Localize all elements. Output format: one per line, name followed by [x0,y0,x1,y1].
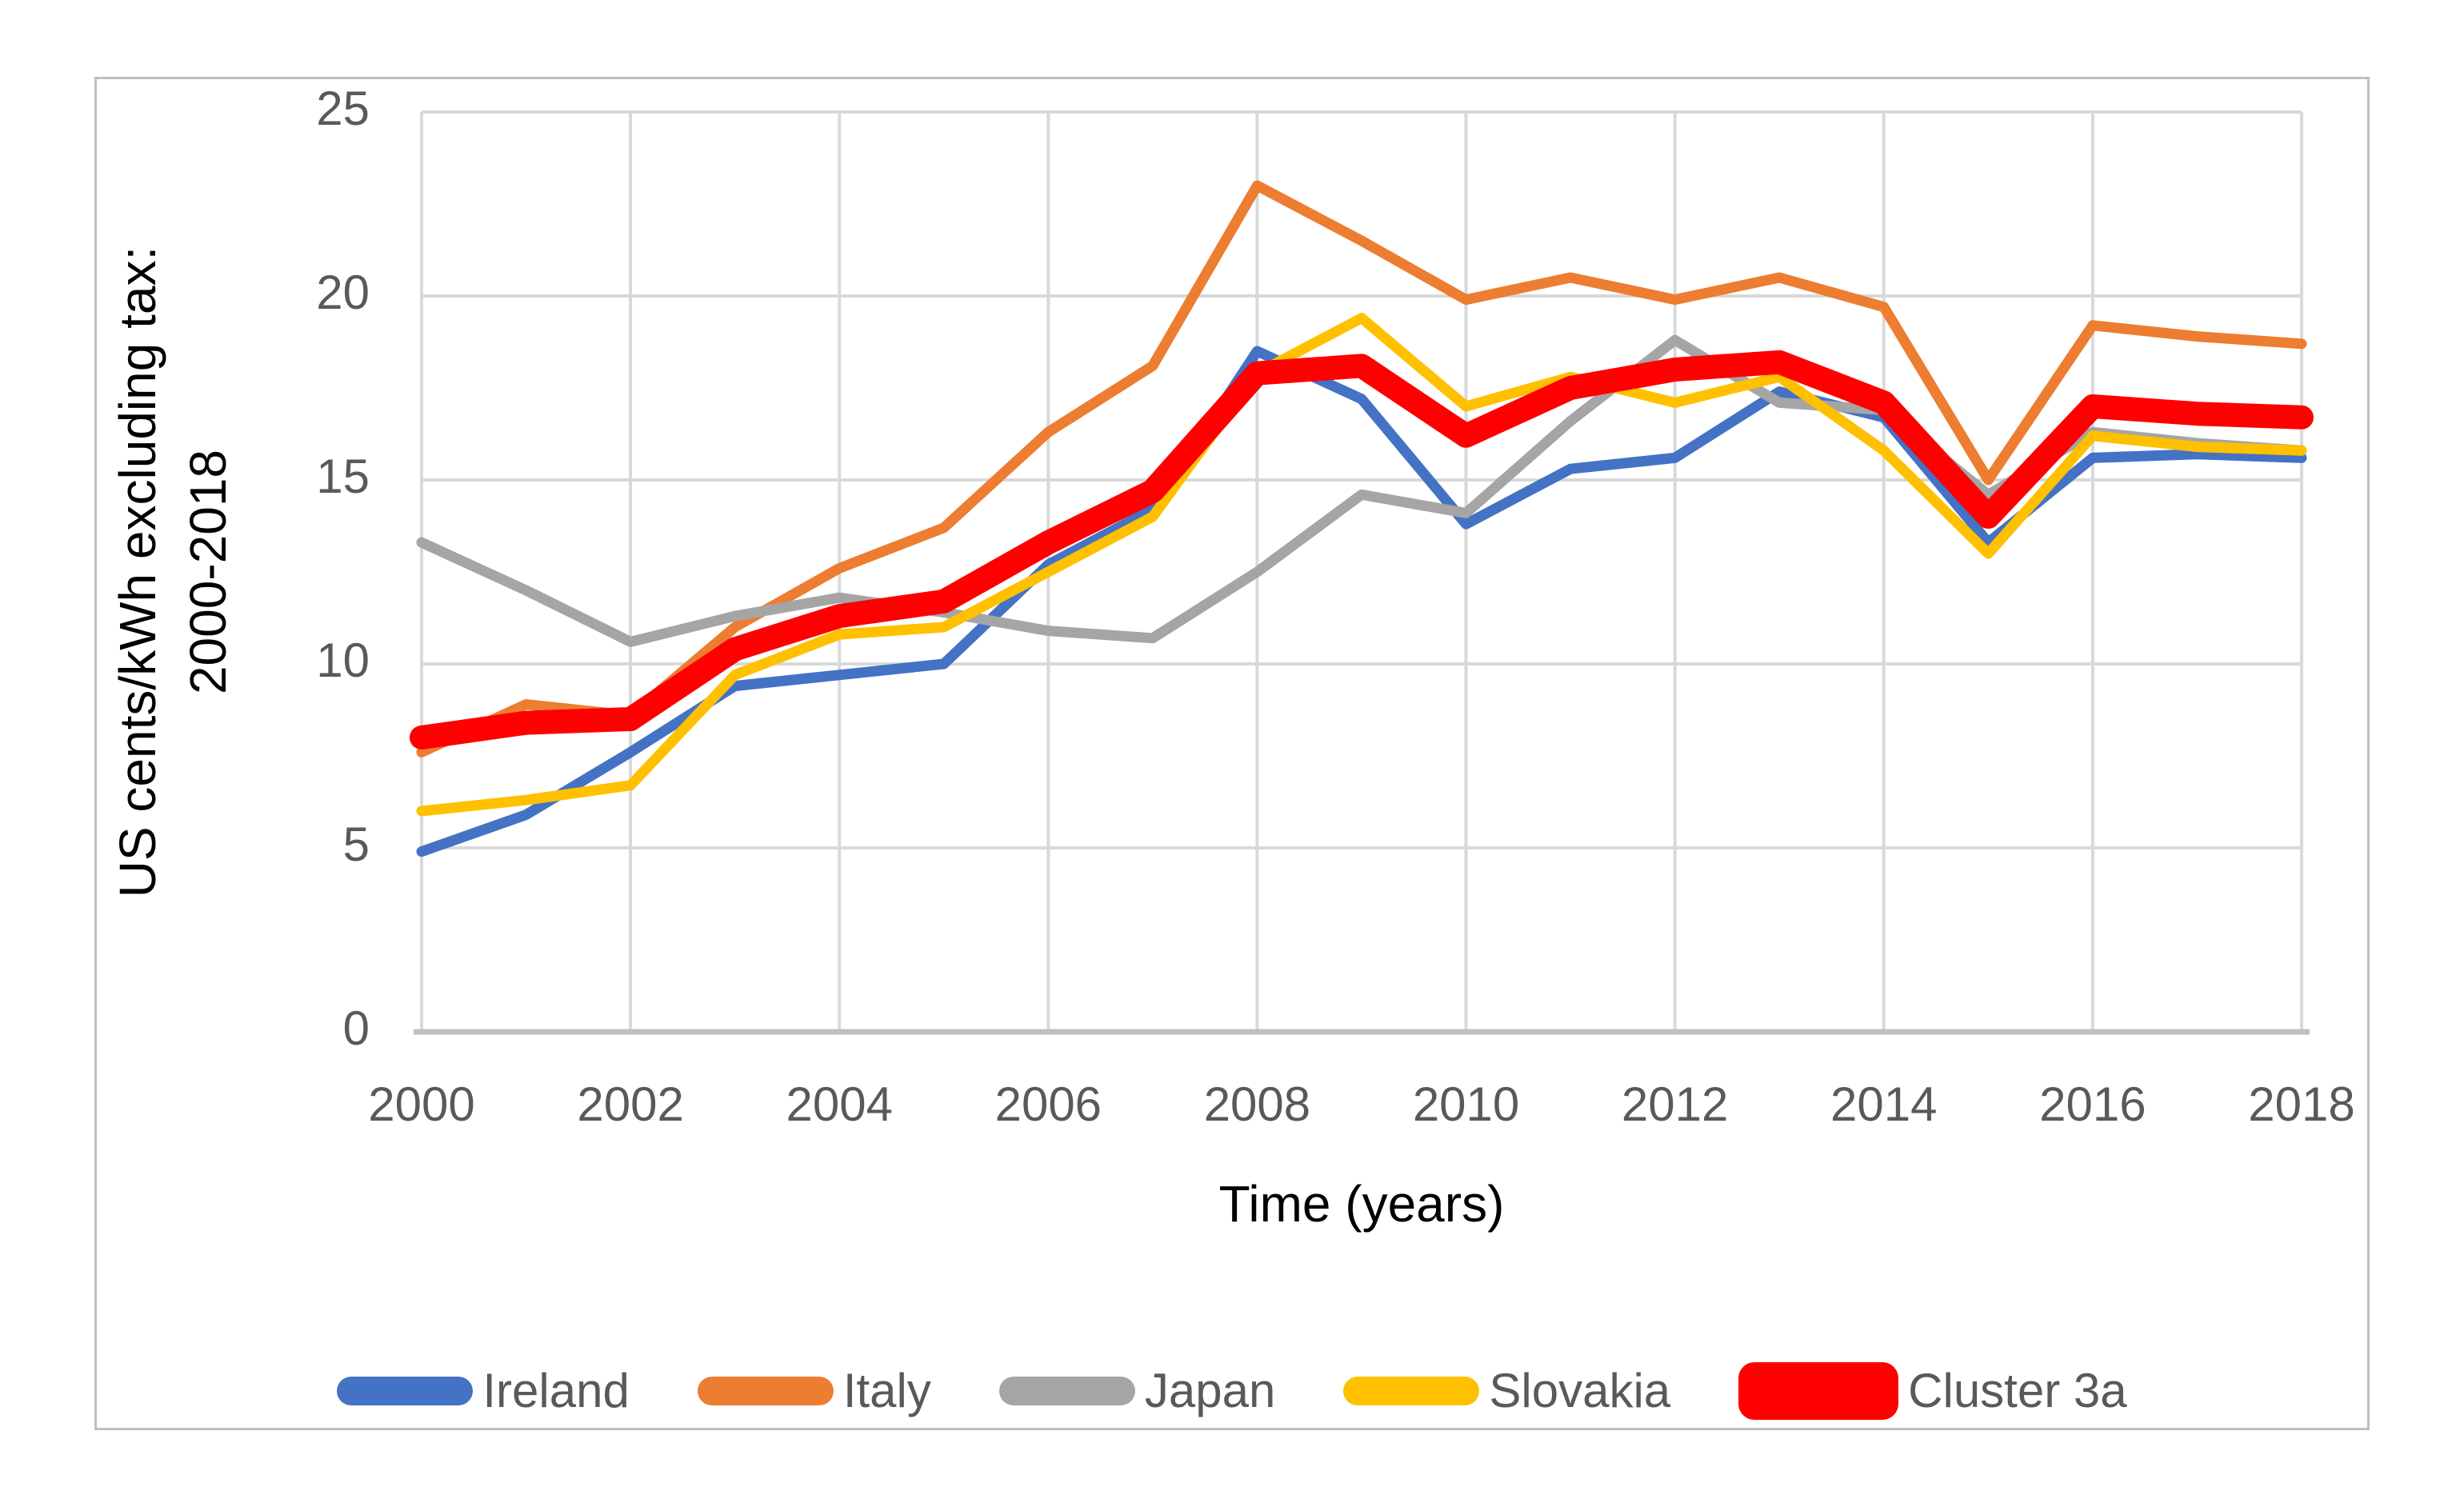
legend-label: Japan [1144,1364,1276,1417]
x-tick-label: 2018 [2248,1077,2354,1131]
x-tick-label: 2008 [1204,1077,1310,1131]
y-axis-title-line2: 2000-2018 [179,450,237,694]
series-line-ireland [416,346,2307,857]
x-tick-label: 2006 [995,1077,1102,1131]
y-tick-label: 10 [316,634,370,687]
x-tick-label: 2002 [577,1077,683,1131]
legend-swatch-icon [998,1377,1135,1405]
legend-swatch-icon [337,1377,474,1405]
y-tick-label: 15 [316,450,370,503]
legend-item-japan: Japan [998,1364,1276,1417]
legend-label: Cluster 3a [1908,1364,2127,1417]
y-tick-label: 25 [316,82,370,135]
x-axis-title: Time (years) [1219,1175,1505,1233]
series-lines [410,180,2314,857]
legend-item-ireland: Ireland [337,1364,630,1417]
tick-labels: 0 5 10 15 20 25 2000 2002 2004 2006 2008 2010 2012 20… [316,82,2354,1131]
legend-swatch-icon [697,1377,834,1405]
series-line-italy [416,180,2307,757]
x-tick-label: 2000 [368,1077,474,1131]
legend-label: Slovakia [1489,1364,1671,1417]
series-line-japan [416,334,2307,647]
x-tick-label: 2012 [1622,1077,1728,1131]
y-tick-label: 20 [316,266,370,319]
x-tick-label: 2014 [1830,1077,1937,1131]
legend-item-cluster-3a: Cluster 3a [1738,1362,2127,1420]
legend-label: Ireland [482,1364,630,1417]
y-tick-label: 5 [343,817,370,871]
y-axis-title-line1: US cents/kWh excluding tax: [109,246,166,898]
legend-swatch-icon [1738,1362,1899,1420]
legend-item-italy: Italy [697,1364,931,1417]
legend-swatch-icon [1343,1377,1480,1405]
y-tick-label: 0 [343,1001,370,1055]
series-line-cluster-3a [410,350,2314,750]
series-line-slovakia [416,313,2307,817]
legend-label: Italy [842,1364,931,1417]
x-tick-label: 2004 [786,1077,892,1131]
x-tick-label: 2016 [2039,1077,2146,1131]
gridlines [420,110,2303,1032]
legend-item-slovakia: Slovakia [1343,1367,1670,1415]
legend: Ireland Italy Japan Slovakia Cluster 3a [0,1355,2464,1427]
x-tick-label: 2010 [1413,1077,1519,1131]
